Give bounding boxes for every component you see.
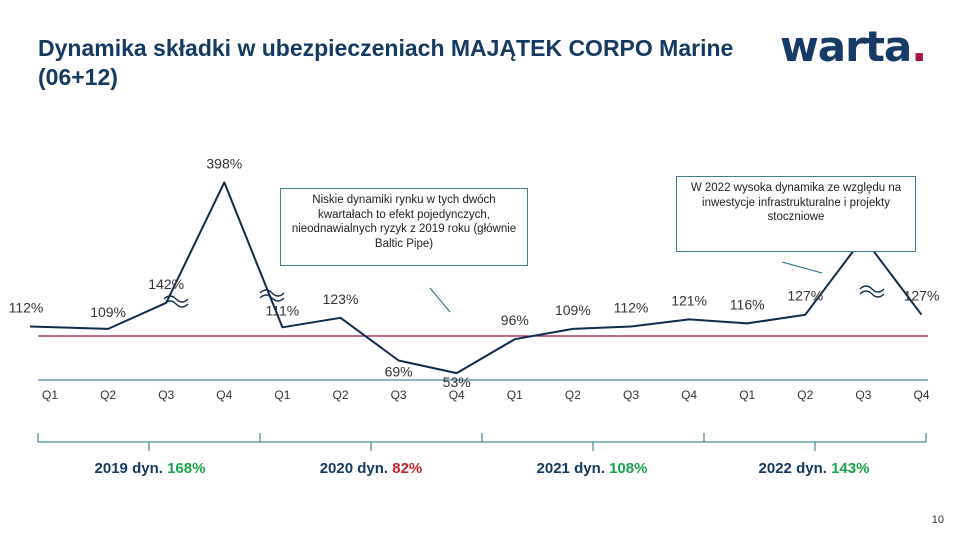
- x-tick-label: Q2: [797, 388, 813, 402]
- x-tick-label: Q2: [332, 388, 348, 402]
- axis-break-mark: [859, 285, 885, 293]
- logo-dot: .: [911, 22, 927, 71]
- x-tick-label: Q3: [158, 388, 174, 402]
- year-summary-label: 2022 dyn.: [758, 460, 827, 477]
- year-summary-2020: 2020 dyn. 82%: [261, 460, 481, 477]
- axis-break-mark: [163, 295, 189, 303]
- x-tick-label: Q1: [507, 388, 523, 402]
- year-summary-value: 143%: [831, 460, 870, 477]
- year-summary-label: 2020 dyn.: [319, 460, 389, 477]
- callout-2022: W 2022 wysoka dynamika ze względu na inw…: [676, 176, 916, 252]
- data-label: 109%: [90, 304, 126, 320]
- data-label: 111%: [266, 302, 300, 318]
- year-summary-value: 108%: [609, 460, 648, 477]
- callout-2020: Niskie dynamiki rynku w tych dwóch kwart…: [280, 188, 528, 266]
- x-tick-label: Q3: [391, 388, 407, 402]
- page-title: Dynamika składki w ubezpieczeniach MAJĄT…: [38, 35, 734, 90]
- data-label: 123%: [323, 291, 359, 307]
- year-summary-2019: 2019 dyn. 168%: [40, 460, 260, 477]
- x-tick-label: Q3: [623, 388, 639, 402]
- axis-break-mark: [259, 294, 285, 302]
- year-summary-label: 2019 dyn.: [94, 460, 163, 477]
- x-tick-label: Q4: [216, 388, 232, 402]
- year-summary-value: 82%: [392, 460, 423, 477]
- axis-break-mark: [163, 300, 189, 308]
- year-summary-2021: 2021 dyn. 108%: [482, 460, 702, 477]
- x-tick-label: Q2: [565, 388, 581, 402]
- data-label: 127%: [787, 288, 823, 304]
- data-label: 53%: [443, 374, 471, 390]
- x-tick-label: Q4: [681, 388, 697, 402]
- callout-pointer: [781, 261, 823, 274]
- data-label: 112%: [9, 300, 44, 316]
- axis-break-mark: [259, 289, 285, 297]
- data-label: 121%: [671, 292, 707, 308]
- page-number: 10: [931, 514, 944, 526]
- year-summary-value: 168%: [167, 460, 206, 477]
- x-tick-label: Q3: [855, 388, 871, 402]
- data-label: 109%: [555, 302, 591, 318]
- data-label: 127%: [904, 288, 940, 304]
- x-tick-label: Q2: [100, 388, 116, 402]
- logo-text: warta: [780, 22, 912, 71]
- data-label: 398%: [206, 155, 242, 171]
- axis-break-mark: [859, 290, 885, 298]
- series-line: [29, 181, 923, 375]
- x-tick-label: Q4: [449, 388, 465, 402]
- year-summary-2022: 2022 dyn. 143%: [704, 460, 924, 477]
- data-label: 96%: [501, 312, 529, 328]
- x-tick-label: Q1: [739, 388, 755, 402]
- data-label: 112%: [614, 300, 649, 316]
- warta-logo: warta.: [780, 22, 927, 71]
- x-tick-label: Q1: [42, 388, 58, 402]
- data-label: 116%: [730, 296, 765, 312]
- year-summary-label: 2021 dyn.: [536, 460, 605, 477]
- data-label: 142%: [148, 276, 184, 292]
- callout-pointer: [429, 287, 451, 313]
- x-tick-label: Q4: [913, 388, 929, 402]
- data-label: 69%: [385, 363, 413, 379]
- x-tick-label: Q1: [274, 388, 290, 402]
